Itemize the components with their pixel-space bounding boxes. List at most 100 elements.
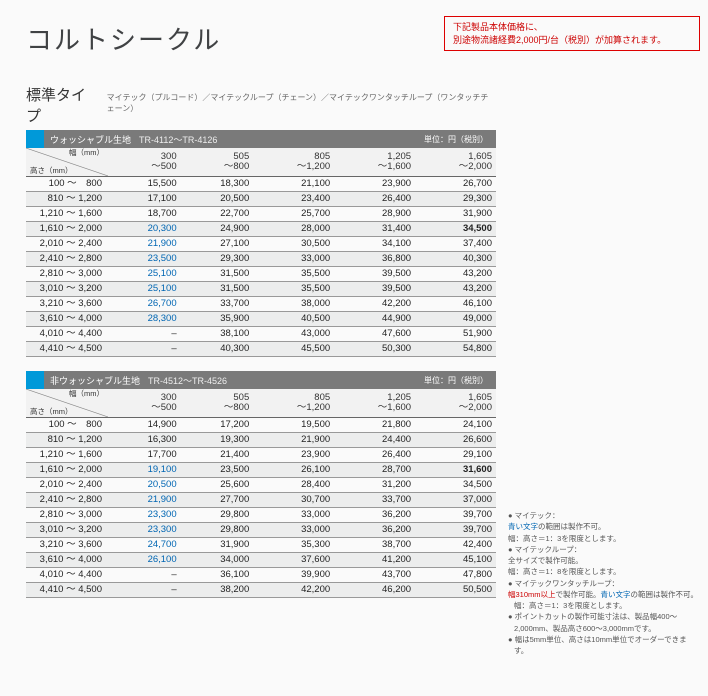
price-cell: 31,400 — [334, 222, 415, 237]
table-row: 4,410 ～ 4,500–38,20042,20046,20050,500 — [26, 583, 496, 598]
row-header: 2,410 ～ 2,800 — [26, 252, 108, 267]
price-cell: 29,100 — [415, 448, 496, 463]
price-cell: 33,700 — [181, 297, 254, 312]
note-item: 幅：高さ＝1：3を限度とします。 — [508, 533, 698, 544]
title-accent — [26, 371, 44, 389]
price-cell: 19,300 — [181, 433, 254, 448]
table-title: ウォッシャブル生地 — [44, 133, 131, 146]
table-row: 2,410 ～ 2,80023,50029,30033,00036,80040,… — [26, 252, 496, 267]
price-cell: 35,900 — [181, 312, 254, 327]
price-cell: 26,400 — [334, 448, 415, 463]
col-header: 1,605～2,000 — [415, 389, 496, 418]
section-header: 標準タイプ マイテック（プルコード）／マイテックループ（チェーン）／マイテックワ… — [26, 84, 496, 126]
price-cell: 19,100 — [108, 463, 181, 478]
price-cell: 26,700 — [415, 177, 496, 192]
price-cell: 47,600 — [334, 327, 415, 342]
price-cell: 36,200 — [334, 523, 415, 538]
price-cell: 38,700 — [334, 538, 415, 553]
price-cell: 31,500 — [181, 267, 254, 282]
price-cell: 43,200 — [415, 282, 496, 297]
price-cell: 39,700 — [415, 523, 496, 538]
price-cell: – — [108, 342, 181, 357]
price-cell: 18,700 — [108, 207, 181, 222]
price-cell: 21,900 — [253, 433, 334, 448]
price-cell: 24,400 — [334, 433, 415, 448]
row-header: 1,210 ～ 1,600 — [26, 448, 108, 463]
price-cell: 38,100 — [181, 327, 254, 342]
price-cell: 29,800 — [181, 523, 254, 538]
price-cell: 16,300 — [108, 433, 181, 448]
price-cell: 20,300 — [108, 222, 181, 237]
price-cell: 39,500 — [334, 267, 415, 282]
price-cell: 40,300 — [181, 342, 254, 357]
col-header: 505～800 — [181, 148, 254, 177]
price-table: 幅（mm）高さ（mm）300～500505～800805～1,2001,205～… — [26, 148, 496, 357]
table-row: 2,810 ～ 3,00023,30029,80033,00036,20039,… — [26, 508, 496, 523]
price-cell: 28,000 — [253, 222, 334, 237]
logistics-notice: 下記製品本体価格に、 別途物流諸経費2,000円/台（税別）が加算されます。 — [444, 16, 700, 51]
row-header: 2,010 ～ 2,400 — [26, 478, 108, 493]
price-cell: 26,700 — [108, 297, 181, 312]
price-cell: 24,100 — [415, 418, 496, 433]
row-header: 2,010 ～ 2,400 — [26, 237, 108, 252]
price-cell: – — [108, 568, 181, 583]
notes-list: ● マイテック：青い文字の範囲は製作不可。幅：高さ＝1：3を限度とします。● マ… — [508, 510, 698, 656]
price-cell: 31,900 — [415, 207, 496, 222]
table-code: TR-4112～TR-4126 — [131, 133, 217, 146]
price-cell: 45,100 — [415, 553, 496, 568]
row-header: 3,610 ～ 4,000 — [26, 553, 108, 568]
row-header: 3,610 ～ 4,000 — [26, 312, 108, 327]
price-cell: 37,600 — [253, 553, 334, 568]
price-cell: 27,100 — [181, 237, 254, 252]
price-cell: 35,500 — [253, 267, 334, 282]
price-cell: 38,000 — [253, 297, 334, 312]
price-cell: 40,500 — [253, 312, 334, 327]
price-cell: 20,500 — [108, 478, 181, 493]
price-cell: 24,700 — [108, 538, 181, 553]
table-row: 100 ～ 80014,90017,20019,50021,80024,100 — [26, 418, 496, 433]
table-row: 100 ～ 80015,50018,30021,10023,90026,700 — [26, 177, 496, 192]
price-cell: 44,900 — [334, 312, 415, 327]
table-row: 1,210 ～ 1,60017,70021,40023,90026,40029,… — [26, 448, 496, 463]
price-cell: 19,500 — [253, 418, 334, 433]
price-cell: 36,800 — [334, 252, 415, 267]
price-cell: 28,400 — [253, 478, 334, 493]
row-header: 1,210 ～ 1,600 — [26, 207, 108, 222]
price-cell: 34,100 — [334, 237, 415, 252]
price-cell: 21,800 — [334, 418, 415, 433]
diag-header: 幅（mm）高さ（mm） — [26, 148, 108, 177]
row-header: 2,810 ～ 3,000 — [26, 267, 108, 282]
table-row: 3,010 ～ 3,20023,30029,80033,00036,20039,… — [26, 523, 496, 538]
price-cell: 24,900 — [181, 222, 254, 237]
price-cell: 33,000 — [253, 523, 334, 538]
price-cell: 37,400 — [415, 237, 496, 252]
table-row: 810 ～ 1,20017,10020,50023,40026,40029,30… — [26, 192, 496, 207]
price-cell: – — [108, 327, 181, 342]
price-cell: 23,500 — [181, 463, 254, 478]
price-cell: 42,400 — [415, 538, 496, 553]
price-cell: 42,200 — [253, 583, 334, 598]
price-cell: 46,100 — [415, 297, 496, 312]
price-cell: 36,100 — [181, 568, 254, 583]
price-cell: 34,500 — [415, 222, 496, 237]
price-cell: 29,300 — [181, 252, 254, 267]
diag-header: 幅（mm）高さ（mm） — [26, 389, 108, 418]
table-title-bar: 非ウォッシャブル生地TR-4512～TR-4526単位：円（税別） — [26, 371, 496, 389]
col-header: 1,205～1,600 — [334, 389, 415, 418]
price-cell: 26,100 — [253, 463, 334, 478]
price-cell: 23,900 — [253, 448, 334, 463]
note-item: 幅310mm以上で製作可能。青い文字の範囲は製作不可。幅：高さ＝1：3を限度とし… — [508, 589, 698, 612]
table-row: 2,410 ～ 2,80021,90027,70030,70033,70037,… — [26, 493, 496, 508]
section-type-label: 標準タイプ — [26, 84, 97, 126]
price-cell: 26,600 — [415, 433, 496, 448]
price-cell: 22,700 — [181, 207, 254, 222]
price-cell: 30,700 — [253, 493, 334, 508]
price-cell: 36,200 — [334, 508, 415, 523]
price-cell: 40,300 — [415, 252, 496, 267]
price-cell: 21,400 — [181, 448, 254, 463]
table-row: 3,610 ～ 4,00028,30035,90040,50044,90049,… — [26, 312, 496, 327]
price-cell: 21,900 — [108, 237, 181, 252]
table-row: 4,410 ～ 4,500–40,30045,50050,30054,800 — [26, 342, 496, 357]
table-row: 3,610 ～ 4,00026,10034,00037,60041,20045,… — [26, 553, 496, 568]
price-cell: 50,500 — [415, 583, 496, 598]
